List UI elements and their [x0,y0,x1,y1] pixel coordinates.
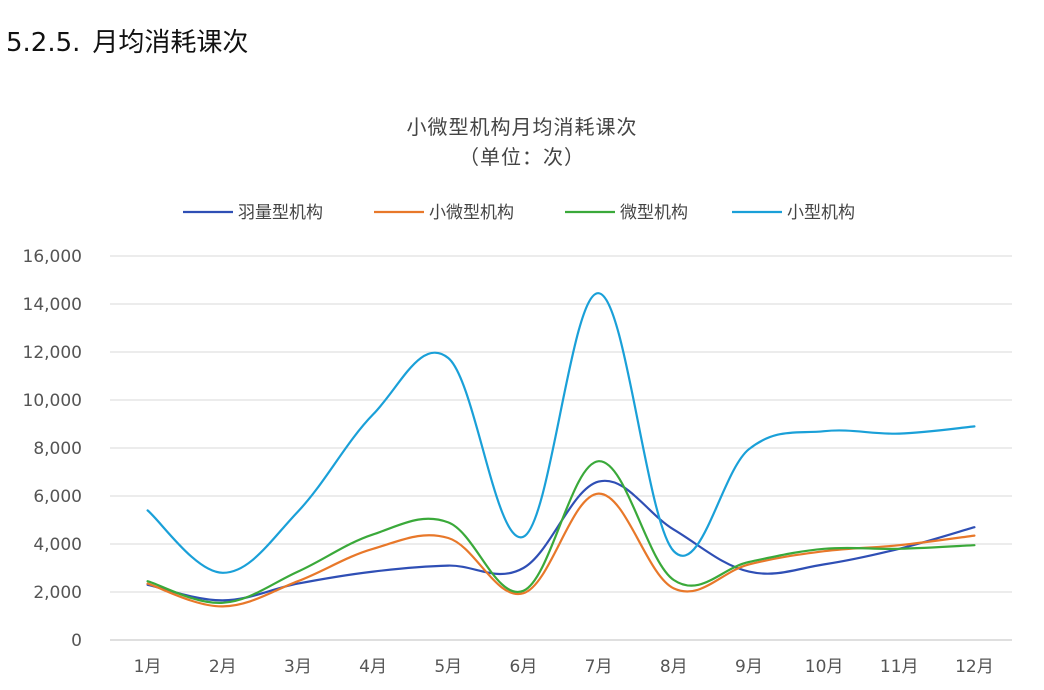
legend-label: 小型机构 [787,203,855,223]
x-tick-label: 12月 [955,657,994,677]
x-tick-label: 5月 [434,657,462,677]
series-group [146,292,976,608]
x-tick-label: 4月 [359,657,387,677]
y-tick-label: 12,000 [23,343,82,363]
series-line-4 [146,292,976,574]
y-axis: 0 2,000 4,000 6,000 8,000 10,000 12,000 14,000 1… [23,247,82,651]
y-tick-label: 0 [71,631,82,651]
y-tick-label: 10,000 [23,391,82,411]
legend-label: 微型机构 [620,203,688,223]
legend-label: 羽量型机构 [238,203,323,223]
y-tick-label: 14,000 [23,295,82,315]
x-tick-label: 1月 [134,657,162,677]
grid-lines [110,255,1012,641]
legend: 羽量型机构 小微型机构 微型机构 小型机构 [183,203,855,223]
x-tick-label: 9月 [735,657,763,677]
section-number: 5.2.5. [6,28,81,58]
x-tick-label: 10月 [805,657,844,677]
y-tick-label: 16,000 [23,247,82,267]
legend-label: 小微型机构 [429,203,514,223]
x-tick-label: 11月 [880,657,919,677]
y-tick-label: 4,000 [33,535,82,555]
x-tick-label: 7月 [585,657,613,677]
y-tick-label: 8,000 [33,439,82,459]
y-tick-label: 6,000 [33,487,82,507]
y-tick-label: 2,000 [33,583,82,603]
section-heading: 5.2.5. 月均消耗课次 [6,22,260,59]
x-axis: 1月 2月 3月 4月 5月 6月 7月 8月 9月 10月 11月 12月 [134,657,994,677]
x-tick-label: 3月 [284,657,312,677]
chart-title: 小微型机构月均消耗课次 [407,115,638,139]
x-tick-label: 8月 [660,657,688,677]
series-line-3 [146,460,976,604]
x-tick-label: 2月 [209,657,237,677]
series-line-2 [146,492,976,608]
series-line-1 [146,479,976,602]
chart-subtitle: （单位：次） [459,145,585,169]
x-tick-label: 6月 [510,657,538,677]
section-title: 月均消耗课次 [92,28,249,58]
